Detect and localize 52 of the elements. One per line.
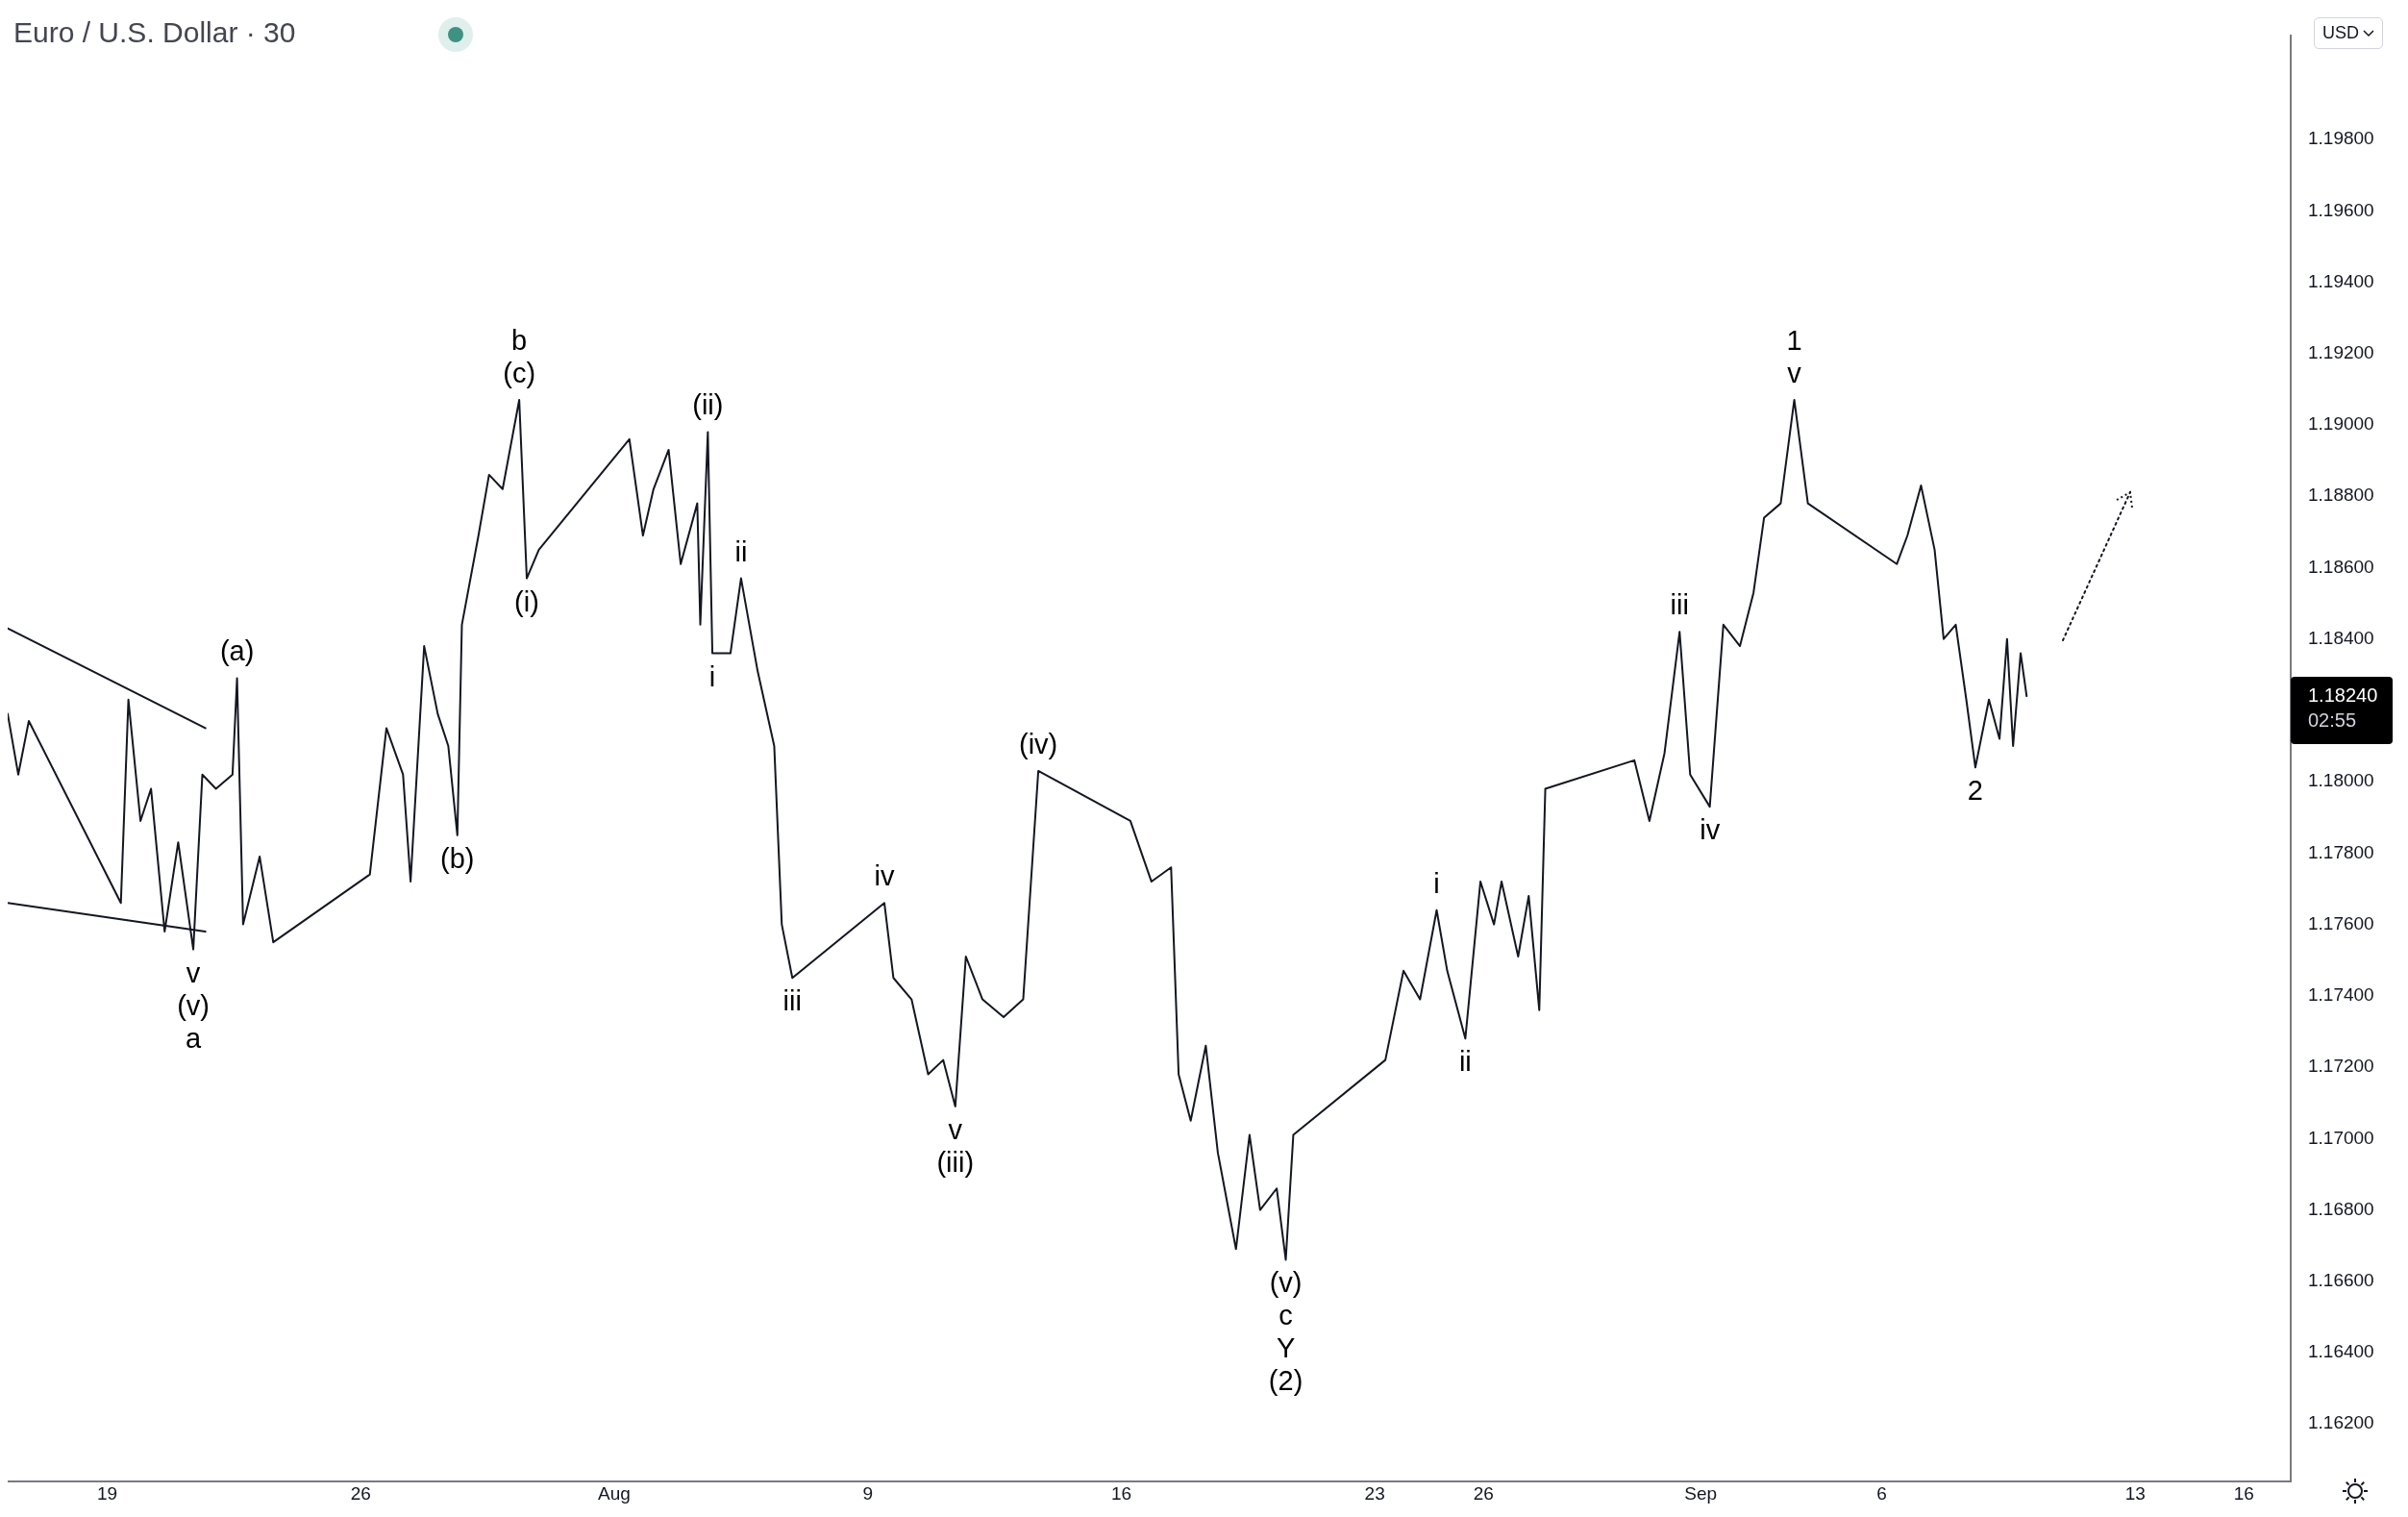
y-tick-label: 1.16200 <box>2308 1412 2374 1433</box>
annotation: (iv) <box>1018 728 1058 759</box>
y-tick-label: 1.19000 <box>2308 413 2374 435</box>
chart-title: Euro / U.S. Dollar · 30 <box>13 16 296 49</box>
annotation: 1 v <box>1786 324 1802 388</box>
y-tick-label: 1.19400 <box>2308 270 2374 291</box>
y-tick-label: 1.18400 <box>2308 627 2374 648</box>
annotation: iii <box>782 985 802 1017</box>
y-tick-label: 1.17000 <box>2308 1127 2374 1148</box>
y-tick-label: 1.17400 <box>2308 984 2374 1006</box>
y-tick-label: 1.17600 <box>2308 912 2374 933</box>
x-tick-label: 13 <box>2124 1483 2146 1505</box>
annotation: v (v) a <box>177 957 210 1054</box>
x-tick-label: 26 <box>1473 1483 1494 1505</box>
x-tick-label: 23 <box>1364 1483 1385 1505</box>
annotation: (i) <box>514 585 539 617</box>
y-tick-label: 1.18800 <box>2308 485 2374 506</box>
x-tick-label: 16 <box>1110 1483 1132 1505</box>
annotation: 2 <box>1967 775 1983 807</box>
annotation: iv <box>1700 814 1721 846</box>
y-axis-title: USD <box>2321 23 2359 43</box>
annotation: (ii) <box>692 389 724 421</box>
y-tick-label: 1.18000 <box>2308 770 2374 791</box>
annotation: (v) c Y (2) <box>1268 1267 1303 1397</box>
x-tick-label: 26 <box>350 1483 371 1505</box>
annotation: iii <box>1670 589 1689 621</box>
y-tick-label: 1.16600 <box>2308 1269 2374 1290</box>
y-tick-label: 1.17200 <box>2308 1056 2374 1077</box>
x-tick-label: Aug <box>598 1483 631 1505</box>
y-tick-label: 1.16400 <box>2308 1341 2374 1362</box>
y-tick-label: 1.16800 <box>2308 1198 2374 1219</box>
y-tick-label: 1.17800 <box>2308 841 2374 862</box>
y-tick-label: 1.18600 <box>2308 556 2374 577</box>
annotation: ii <box>1458 1046 1472 1078</box>
x-tick-label: 16 <box>2233 1483 2254 1505</box>
annotation: (b) <box>440 842 475 874</box>
x-tick-label: Sep <box>1684 1483 1718 1505</box>
annotation: (a) <box>219 635 255 667</box>
text: 1.18240 <box>2308 684 2378 706</box>
annotation: i <box>1433 867 1440 899</box>
x-tick-label: 6 <box>1876 1483 1887 1505</box>
annotation: v (iii) <box>936 1113 975 1178</box>
y-tick-label: 1.19800 <box>2308 128 2374 149</box>
y-tick-label: 1.19200 <box>2308 341 2374 362</box>
annotation: ii <box>734 535 748 567</box>
x-tick-label: 9 <box>862 1483 874 1505</box>
x-tick-label: 19 <box>97 1483 118 1505</box>
annotation: b (c) <box>503 324 536 388</box>
annotation: i <box>708 660 716 692</box>
text: 02:55 <box>2308 709 2357 731</box>
annotation: iv <box>874 860 895 892</box>
y-tick-label: 1.19600 <box>2308 199 2374 220</box>
